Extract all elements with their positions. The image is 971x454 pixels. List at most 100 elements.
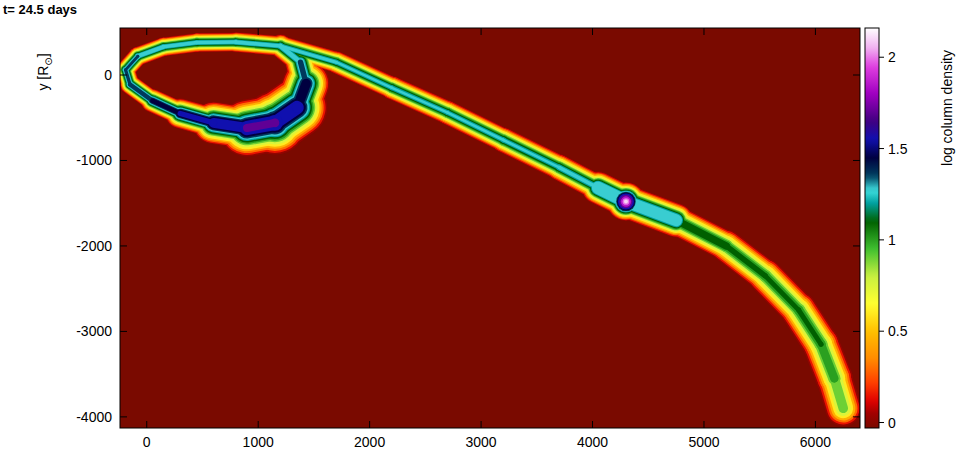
stream-segment [559,167,598,188]
stream-segment [163,43,196,47]
stream-segment [126,56,138,70]
y-tick [853,331,860,332]
stream-point [245,93,305,153]
stream-point [247,95,303,151]
y-tick [120,245,127,246]
stream-segment [765,276,798,310]
stream-segment [126,70,130,85]
y-tick [120,416,127,417]
y-tick-label: -1000 [76,152,112,168]
stream-segment [197,39,236,46]
x-tick-label: 2000 [354,434,385,450]
stream-segment [280,46,336,62]
colorbar-tick-label: 0.5 [888,323,908,339]
density-level [121,37,847,412]
stream-segment [280,46,336,62]
stream-segment [126,56,138,70]
stream-segment [799,310,821,344]
stream-segment [392,88,448,113]
stream-segment [152,101,180,114]
stream-segment [138,47,164,56]
y-tick-label: -3000 [76,323,112,339]
stream-segment [152,101,180,114]
stream-point [723,243,729,249]
stream-segment [236,42,281,46]
stream-point [558,166,561,169]
stream-segment [676,220,726,246]
stream-segment [448,113,504,140]
stream-segment [559,167,598,188]
stream-point [617,193,635,211]
stream-segment [152,101,180,114]
y-tick [120,75,127,76]
stream-segment [126,56,138,70]
stream-segment [503,140,559,167]
x-tick-label: 6000 [800,434,831,450]
x-tick [592,421,593,428]
stream-segment [197,34,236,51]
stream-point [195,41,199,45]
stream-segment [503,140,559,167]
stream-segment [236,42,281,46]
stream-segment [130,84,152,100]
stream-point [128,83,132,87]
stream-point [279,44,283,48]
colorbar-tick-label: 2 [888,49,896,65]
colorbar-tick [879,239,884,240]
stream-segment [163,43,196,47]
stream-segment [726,246,765,276]
stream-segment [726,246,765,276]
stream-segment [152,101,180,114]
stream-segment [280,46,336,62]
density-level [124,55,636,211]
colorbar-tick-label: 1 [888,232,896,248]
plot-frame [120,28,860,428]
stream-point [796,308,801,313]
colorbar-tick-label: 1.5 [888,141,908,157]
stream-segment [503,140,559,167]
stream-point [299,61,302,64]
stream-segment [559,167,598,188]
plot-background [120,28,860,428]
stream-segment [138,47,164,56]
stream-point [763,274,768,279]
stream-point [151,99,154,102]
stream-segment [676,220,726,246]
stream-segment [138,47,164,56]
stream-segment [799,310,821,344]
density-layer [120,32,860,425]
stream-segment [676,220,726,246]
stream-segment [163,43,196,47]
stream-segment [126,70,130,85]
stream-segment [503,140,559,167]
stream-segment [197,32,236,52]
stream-segment [138,47,164,56]
stream-point [818,342,823,347]
x-tick [146,421,147,428]
colorbar-tick [879,422,884,423]
stream-segment [392,88,448,113]
stream-segment [336,62,392,88]
stream-segment [799,310,821,344]
density-level [122,39,824,347]
x-tick [592,28,593,35]
stream-segment [392,88,448,113]
stream-point [619,195,632,208]
stream-segment [130,84,152,100]
stream-segment [126,56,138,70]
stream-segment [336,62,392,88]
stream-segment [126,70,130,85]
stream-point [279,44,283,48]
stream-segment [197,40,236,45]
stream-segment [765,276,798,310]
colorbar-tick [879,57,884,58]
stream-segment [726,246,765,276]
stream-segment [765,276,798,310]
stream-segment [163,43,196,47]
stream-segment [765,276,798,310]
stream-segment [138,47,164,56]
stream-segment [676,220,726,246]
stream-segment [799,310,821,344]
stream-segment [126,70,130,85]
stream-segment [126,70,130,85]
